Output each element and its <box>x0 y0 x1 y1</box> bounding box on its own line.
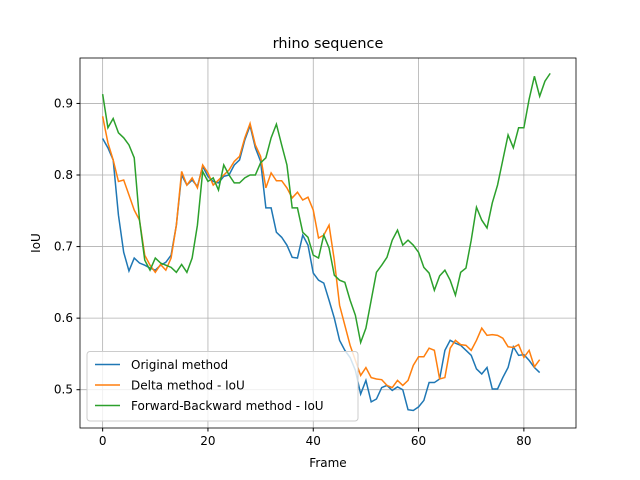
x-tick-label: 80 <box>516 434 531 448</box>
series-line <box>101 72 551 346</box>
y-tick-label: 0.9 <box>54 96 73 110</box>
x-tick-label: 20 <box>200 434 215 448</box>
legend-box <box>86 351 359 422</box>
y-tick-label: 0.6 <box>54 311 73 325</box>
y-tick-label: 0.7 <box>54 240 73 254</box>
x-axis-label: Frame <box>309 456 346 470</box>
legend-label: Forward-Backward method - IoU <box>131 399 324 413</box>
legend-label: Original method <box>131 358 228 372</box>
legend-label: Delta method - IoU <box>131 379 245 393</box>
series-line <box>101 116 541 389</box>
legend: Original method Delta method - IoU Forward… <box>86 351 359 422</box>
y-axis-label: IoU <box>29 233 43 253</box>
y-tick-label: 0.5 <box>54 383 73 397</box>
y-tick-label: 0.8 <box>54 168 73 182</box>
x-tick-label: 0 <box>99 434 107 448</box>
x-tick-label: 40 <box>306 434 321 448</box>
chart-title: rhino sequence <box>273 36 384 52</box>
plot-frame <box>79 57 577 429</box>
x-tick-label: 60 <box>411 434 426 448</box>
